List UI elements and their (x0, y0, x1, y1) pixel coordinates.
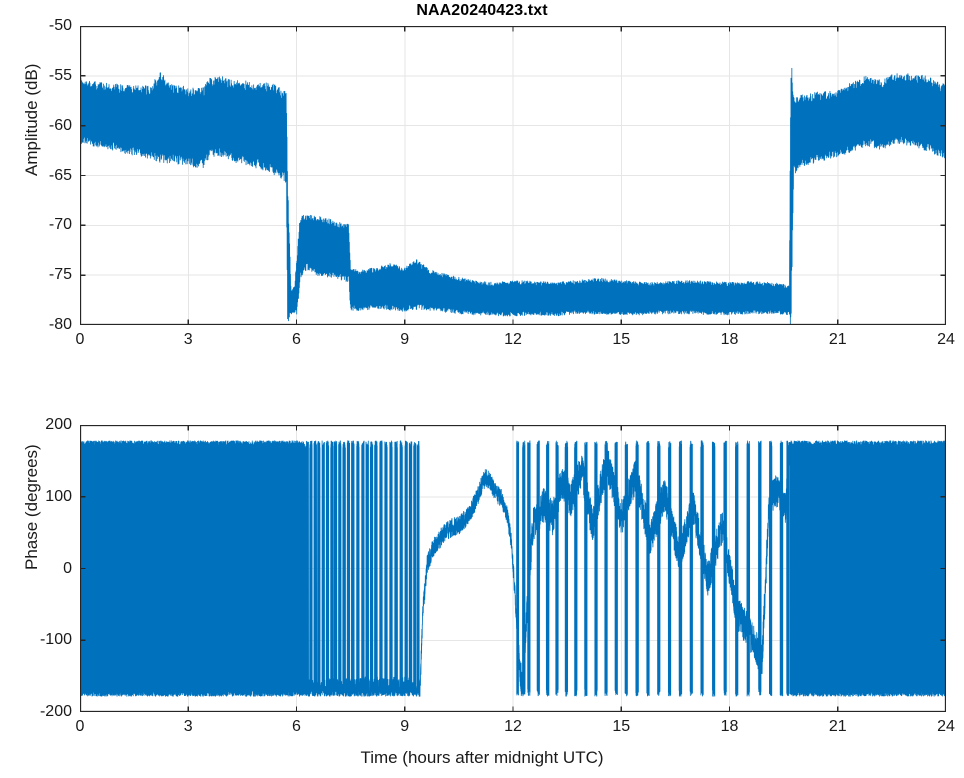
amplitude-x-tick: 21 (828, 331, 847, 348)
amplitude-y-tick: -55 (48, 66, 72, 84)
x-axis-label: Time (hours after midnight UTC) (360, 748, 604, 767)
phase-x-tick: 18 (720, 718, 739, 735)
phase-y-tick: 200 (45, 416, 72, 433)
amplitude-x-tick: 0 (75, 331, 85, 348)
phase-x-tick: 9 (400, 718, 410, 735)
amplitude-x-tick: 3 (183, 331, 193, 348)
amplitude-y-tick: -50 (48, 17, 72, 34)
phase-plot-svg (80, 425, 946, 712)
phase-x-tick: 21 (828, 718, 847, 735)
amplitude-x-tick: 18 (720, 331, 739, 348)
phase-x-tick: 6 (292, 718, 301, 735)
amplitude-x-tick: 12 (504, 331, 522, 348)
phase-y-axis-label: Phase (degrees) (22, 444, 41, 570)
phase-chart (80, 425, 946, 712)
phase-y-tick: -100 (39, 631, 72, 649)
phase-y-tick: 0 (63, 559, 72, 577)
phase-y-tick: 100 (45, 487, 72, 505)
phase-x-tick: 12 (504, 718, 522, 735)
amplitude-y-tick: -65 (48, 166, 72, 184)
amplitude-x-tick: 24 (937, 331, 955, 348)
amplitude-x-tick: 6 (292, 331, 301, 348)
amplitude-y-tick: -60 (48, 116, 72, 134)
amplitude-y-tick: -80 (48, 316, 72, 333)
page-title: NAA20240423.txt (416, 2, 548, 19)
amplitude-chart (80, 26, 946, 325)
amplitude-trace (80, 67, 946, 325)
phase-x-tick: 0 (75, 718, 85, 735)
amplitude-plot-svg (80, 26, 946, 325)
amplitude-x-tick: 9 (400, 331, 410, 348)
amplitude-x-tick: 15 (612, 331, 631, 348)
phase-x-tick: 24 (937, 718, 955, 735)
phase-x-tick: 3 (183, 718, 193, 735)
amplitude-y-tick: -75 (48, 266, 72, 284)
phase-x-tick: 15 (612, 718, 631, 735)
phase-y-tick: -200 (39, 703, 72, 720)
amplitude-y-tick: -70 (48, 216, 72, 234)
phase-trace (80, 440, 946, 697)
